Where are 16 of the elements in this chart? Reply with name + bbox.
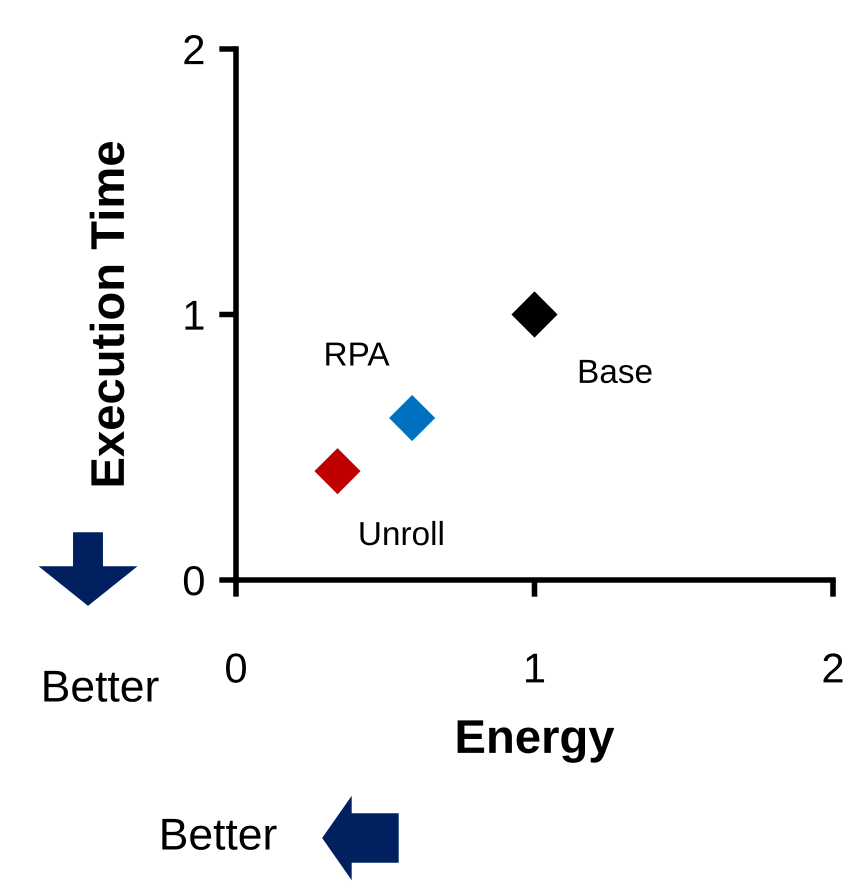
- y-tick-label: 1: [185, 300, 204, 330]
- series-label: RPA: [326, 342, 390, 366]
- point: [387, 393, 437, 443]
- y-axis-title: Execution Time: [90, 142, 124, 486]
- x-tick-label: 1: [526, 654, 544, 682]
- point: [510, 290, 560, 340]
- series-label: Unroll: [360, 520, 443, 546]
- x-axis-title: Energy: [458, 720, 614, 763]
- x-tick-label: 2: [824, 653, 842, 682]
- y-tick-label: 2: [184, 35, 204, 64]
- point: [312, 446, 362, 496]
- text: Better: [44, 670, 159, 702]
- x-tick-label: 0: [226, 653, 246, 683]
- y-tick-label: 0: [184, 566, 204, 596]
- text: Better: [162, 818, 277, 850]
- series-label: Base: [580, 360, 652, 384]
